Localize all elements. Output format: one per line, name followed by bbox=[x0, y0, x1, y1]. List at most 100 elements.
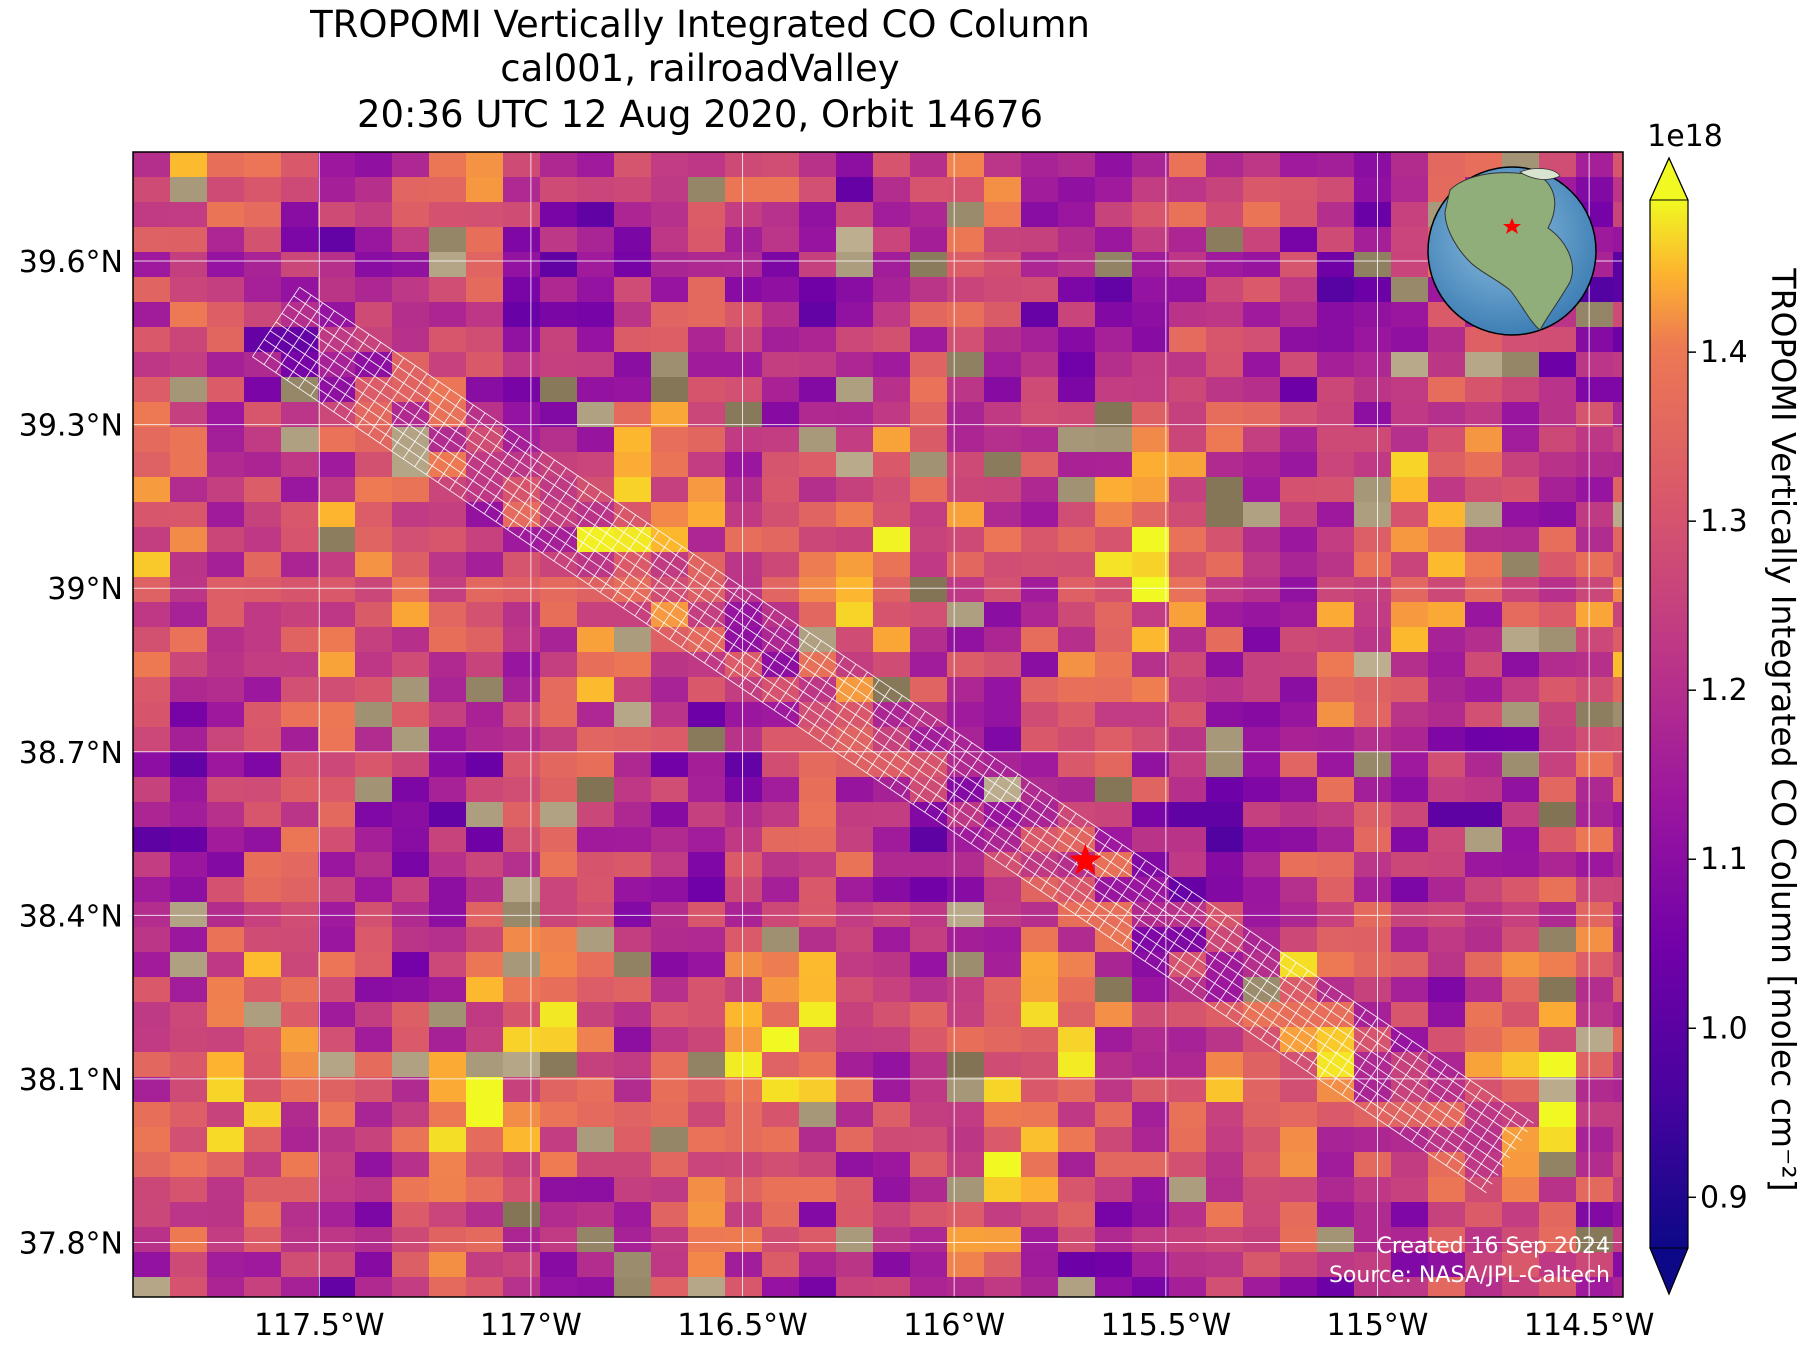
co-pixel bbox=[318, 802, 356, 828]
co-pixel bbox=[281, 377, 319, 403]
co-pixel bbox=[429, 977, 467, 1003]
co-pixel bbox=[133, 777, 171, 803]
co-pixel bbox=[725, 377, 763, 403]
colorbar-tick-label: 1.1 bbox=[1700, 842, 1748, 877]
co-pixel bbox=[799, 777, 837, 803]
co-pixel bbox=[1169, 1027, 1207, 1053]
co-pixel bbox=[1613, 652, 1623, 678]
co-pixel bbox=[651, 752, 689, 778]
co-pixel bbox=[910, 1277, 948, 1297]
co-pixel bbox=[577, 327, 615, 353]
co-pixel bbox=[318, 152, 356, 178]
co-pixel bbox=[429, 727, 467, 753]
co-pixel bbox=[1391, 402, 1429, 428]
co-pixel bbox=[1243, 727, 1281, 753]
co-pixel bbox=[1465, 527, 1503, 553]
co-pixel bbox=[1613, 277, 1623, 303]
co-pixel bbox=[1539, 902, 1577, 928]
co-pixel bbox=[466, 1277, 504, 1297]
co-pixel bbox=[503, 827, 541, 853]
co-pixel bbox=[207, 1277, 245, 1297]
co-pixel bbox=[1613, 1152, 1623, 1178]
co-pixel bbox=[873, 277, 911, 303]
co-pixel bbox=[836, 1002, 874, 1028]
co-pixel bbox=[1058, 577, 1096, 603]
co-pixel bbox=[170, 852, 208, 878]
co-pixel bbox=[392, 452, 430, 478]
co-pixel bbox=[1021, 677, 1059, 703]
co-pixel bbox=[207, 352, 245, 378]
co-pixel bbox=[1317, 152, 1355, 178]
co-pixel bbox=[207, 1077, 245, 1103]
co-pixel bbox=[725, 1002, 763, 1028]
co-pixel bbox=[614, 1077, 652, 1103]
co-pixel bbox=[688, 1077, 726, 1103]
co-pixel bbox=[1169, 1277, 1207, 1297]
co-pixel bbox=[799, 1102, 837, 1128]
co-pixel bbox=[1576, 527, 1614, 553]
co-pixel bbox=[466, 1102, 504, 1128]
co-pixel bbox=[614, 752, 652, 778]
co-pixel bbox=[429, 302, 467, 328]
co-pixel bbox=[947, 652, 985, 678]
co-pixel bbox=[1095, 577, 1133, 603]
co-pixel bbox=[466, 352, 504, 378]
co-pixel bbox=[318, 852, 356, 878]
co-pixel bbox=[1095, 177, 1133, 203]
co-pixel bbox=[1280, 227, 1318, 253]
co-pixel bbox=[170, 752, 208, 778]
co-pixel bbox=[1169, 652, 1207, 678]
co-pixel bbox=[725, 1177, 763, 1203]
co-pixel bbox=[244, 552, 282, 578]
co-pixel bbox=[1132, 652, 1170, 678]
co-pixel bbox=[170, 1052, 208, 1078]
co-pixel bbox=[503, 1077, 541, 1103]
co-pixel bbox=[614, 1027, 652, 1053]
co-pixel bbox=[651, 1127, 689, 1153]
co-pixel bbox=[170, 1177, 208, 1203]
co-pixel bbox=[1243, 902, 1281, 928]
co-pixel bbox=[1058, 152, 1096, 178]
co-pixel bbox=[355, 1052, 393, 1078]
co-pixel bbox=[318, 327, 356, 353]
co-pixel bbox=[318, 1102, 356, 1128]
co-pixel bbox=[1539, 502, 1577, 528]
co-pixel bbox=[1539, 577, 1577, 603]
co-pixel bbox=[133, 652, 171, 678]
swath-line bbox=[258, 347, 1493, 1185]
co-pixel bbox=[1428, 777, 1466, 803]
co-pixel bbox=[651, 1252, 689, 1278]
co-pixel bbox=[688, 252, 726, 278]
co-pixel bbox=[392, 527, 430, 553]
co-pixel bbox=[1465, 652, 1503, 678]
co-pixel bbox=[1280, 477, 1318, 503]
co-pixel bbox=[836, 1027, 874, 1053]
co-pixel bbox=[1132, 327, 1170, 353]
co-pixel bbox=[984, 777, 1022, 803]
co-pixel bbox=[1132, 727, 1170, 753]
co-pixel bbox=[614, 1252, 652, 1278]
co-pixel bbox=[1391, 952, 1429, 978]
co-pixel bbox=[1391, 902, 1429, 928]
co-pixel bbox=[1058, 1002, 1096, 1028]
co-pixel bbox=[1576, 1202, 1614, 1228]
co-pixel bbox=[1021, 1127, 1059, 1153]
co-pixel bbox=[1428, 1002, 1466, 1028]
co-pixel bbox=[799, 752, 837, 778]
swath-line bbox=[281, 312, 1517, 1150]
co-pixel bbox=[1613, 477, 1623, 503]
co-pixel bbox=[244, 1152, 282, 1178]
co-pixel bbox=[207, 302, 245, 328]
co-pixel bbox=[1243, 652, 1281, 678]
co-pixel bbox=[1021, 277, 1059, 303]
globe-star-icon bbox=[1503, 218, 1521, 234]
co-pixel bbox=[1650, 1302, 1688, 1328]
co-pixel bbox=[1280, 252, 1318, 278]
co-pixel bbox=[1095, 1227, 1133, 1253]
co-pixel bbox=[1280, 602, 1318, 628]
co-pixel bbox=[836, 1302, 874, 1328]
co-pixel bbox=[1132, 627, 1170, 653]
co-pixel bbox=[540, 627, 578, 653]
co-pixel bbox=[1169, 802, 1207, 828]
co-pixel bbox=[1243, 427, 1281, 453]
